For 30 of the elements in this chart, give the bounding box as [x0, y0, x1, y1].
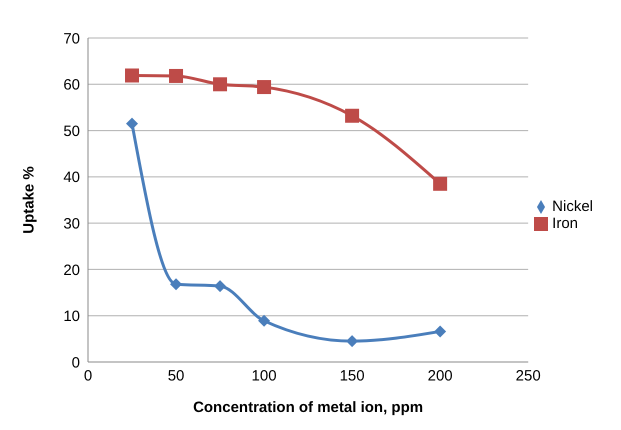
y-tick-label: 50 — [63, 122, 80, 140]
point — [213, 77, 228, 92]
y-tick-label: 40 — [63, 169, 80, 186]
point — [434, 325, 446, 338]
point — [126, 118, 138, 130]
point — [257, 80, 272, 94]
x-tick-label: 250 — [516, 368, 541, 385]
point — [170, 278, 182, 290]
point — [214, 280, 226, 292]
point — [346, 335, 358, 348]
legend-label: Nickel — [552, 198, 593, 215]
x-axis-title: Concentration of metal ion, ppm — [193, 399, 424, 416]
point — [169, 68, 184, 83]
point — [345, 108, 360, 123]
x-tick-label: 200 — [428, 368, 453, 385]
y-tick-label: 20 — [63, 262, 80, 279]
x-tick-label: 0 — [84, 368, 92, 385]
x-tick-label: 100 — [252, 368, 277, 385]
point — [433, 176, 448, 191]
y-tick-label: 10 — [63, 308, 80, 326]
y-tick-label: 60 — [63, 76, 80, 94]
y-tick-label: 70 — [63, 30, 80, 48]
y-tick-label: 0 — [72, 354, 80, 372]
y-axis-title: Uptake % — [20, 166, 38, 234]
legend-label: Iron — [552, 215, 578, 232]
x-tick-label: 150 — [340, 368, 365, 385]
x-tick-label: 50 — [168, 368, 184, 385]
y-tick-label: 30 — [63, 215, 80, 232]
point — [258, 314, 270, 327]
point — [125, 68, 140, 82]
